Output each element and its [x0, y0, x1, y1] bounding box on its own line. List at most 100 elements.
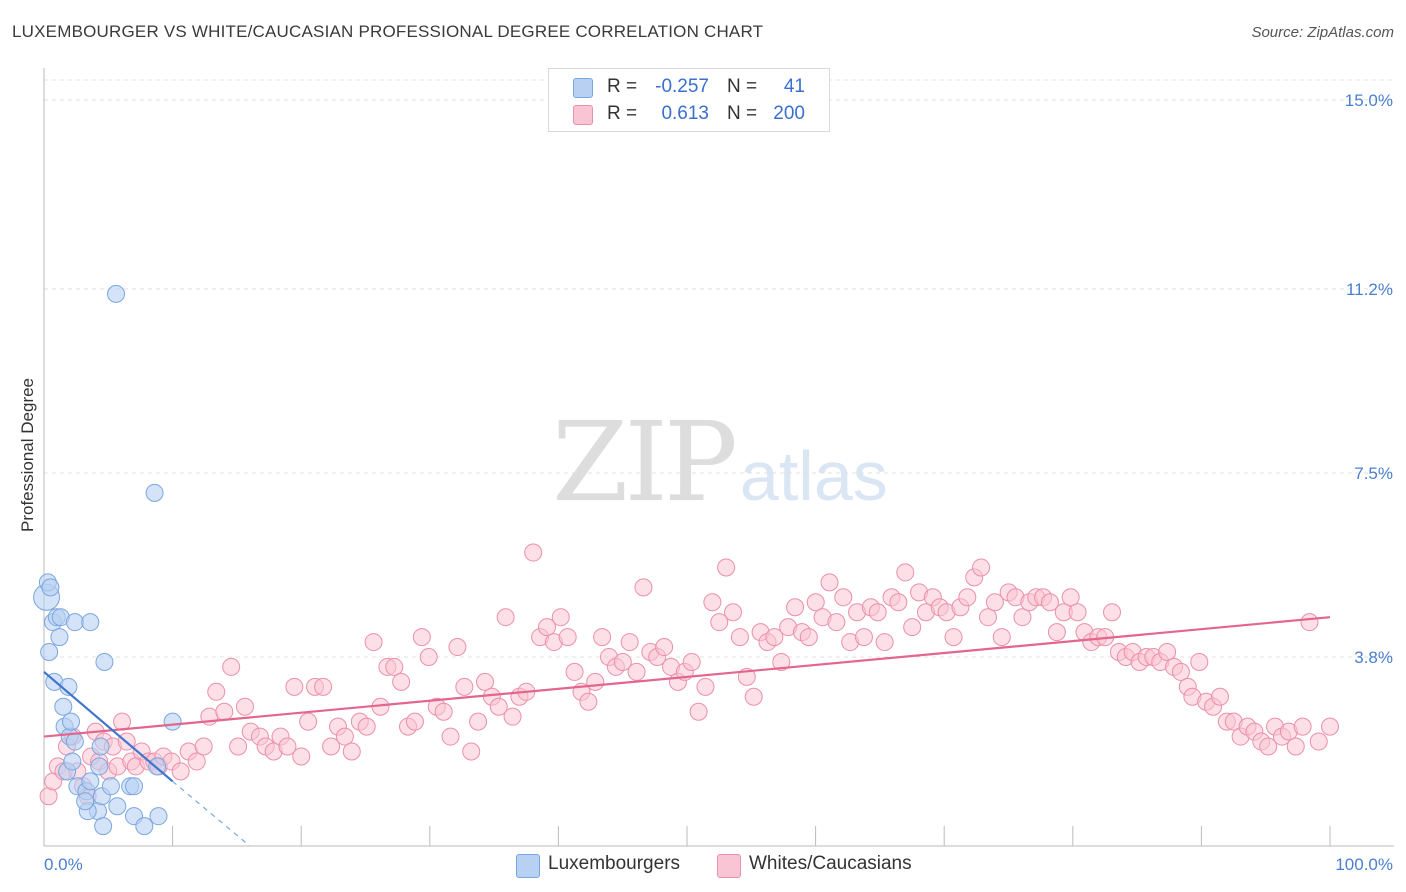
data-point-white [299, 712, 318, 731]
data-point-white [1210, 687, 1229, 706]
data-point-white [772, 652, 791, 671]
data-point-white [1158, 643, 1177, 662]
data-point-luxembourger [108, 797, 127, 816]
data-point-white [207, 682, 226, 701]
series-whites-caucasians [39, 543, 1339, 806]
bottom-legend-swatch-blue [516, 854, 540, 878]
data-point-white [1103, 603, 1122, 622]
y-tick-label: 11.2% [1346, 280, 1393, 299]
data-point-white [235, 697, 254, 716]
legend-swatch-blue [573, 78, 593, 98]
data-point-white [194, 737, 213, 756]
x-tick-label: 0.0% [44, 855, 83, 874]
data-point-white [1171, 662, 1190, 681]
data-point-white [703, 593, 722, 612]
data-point-white [171, 762, 190, 781]
data-point-white [1309, 732, 1328, 751]
data-point-luxembourger [40, 643, 59, 662]
data-point-white [1293, 717, 1312, 736]
data-point-white [322, 737, 341, 756]
data-point-white [412, 628, 431, 647]
series-luxembourgers [33, 284, 182, 836]
data-point-white [1321, 717, 1339, 736]
data-point-white [820, 573, 839, 592]
data-point-white [335, 727, 354, 746]
data-point-white [620, 633, 639, 652]
legend-row-whites: R = 0.613 N = 200 [549, 101, 829, 127]
data-point-white [215, 702, 234, 721]
data-point-luxembourger [41, 578, 60, 597]
data-point-white [889, 593, 908, 612]
bottom-legend-label: Luxembourgers [548, 853, 681, 874]
data-point-white [944, 628, 963, 647]
data-point-white [868, 603, 887, 622]
data-point-white [1047, 623, 1066, 642]
data-point-white [342, 742, 361, 761]
watermark-zip: ZIP [552, 398, 738, 526]
data-point-white [229, 737, 248, 756]
data-point-white [558, 628, 577, 647]
data-point-white [710, 613, 729, 632]
data-point-luxembourger [81, 772, 100, 791]
data-point-white [1286, 737, 1305, 756]
legend-swatch-pink [573, 105, 593, 125]
data-point-white [278, 737, 297, 756]
data-point-white [724, 603, 743, 622]
data-point-white [875, 633, 894, 652]
y-tick-label: 3.8% [1354, 648, 1393, 667]
bottom-legend-swatch-pink [717, 854, 741, 878]
data-point-white [1061, 588, 1080, 607]
data-point-white [448, 638, 467, 657]
data-point-white [978, 608, 997, 627]
data-point-white [392, 672, 411, 691]
data-point-white [682, 652, 701, 671]
data-point-white [806, 593, 825, 612]
data-point-white [586, 672, 605, 691]
data-point-luxembourger [65, 613, 84, 632]
correlation-legend: R = -0.257 N = 41 R = 0.613 N = 200 [548, 68, 830, 132]
watermark-atlas: atlas [739, 437, 888, 515]
data-point-white [593, 628, 612, 647]
data-point-white [222, 657, 241, 676]
data-point-white [744, 687, 763, 706]
data-point-white [187, 752, 206, 771]
data-point-white [292, 747, 311, 766]
trend-line-whites [43, 616, 1331, 738]
data-point-white [834, 588, 853, 607]
data-point-white [579, 692, 598, 711]
legend-row-luxembourgers: R = -0.257 N = 41 [549, 74, 829, 100]
data-point-white [1040, 593, 1059, 612]
data-point-luxembourger [90, 757, 109, 776]
data-point-white [524, 543, 543, 562]
data-point-white [434, 702, 453, 721]
y-tick-label: 7.5% [1354, 464, 1393, 483]
data-point-luxembourger [135, 817, 154, 836]
y-axis-label: Professional Degree [18, 378, 37, 532]
legend-n-value: 200 [773, 103, 805, 124]
data-point-white [1013, 608, 1032, 627]
data-point-white [827, 613, 846, 632]
data-point-white [496, 608, 515, 627]
x-tick-label: 100.0% [1335, 855, 1393, 874]
data-point-luxembourger [81, 613, 100, 632]
data-point-white [385, 657, 404, 676]
data-point-white [1259, 737, 1278, 756]
data-point-white [455, 677, 474, 696]
data-point-luxembourger [50, 628, 69, 647]
data-point-white [985, 593, 1004, 612]
data-point-white [1068, 603, 1087, 622]
data-point-white [441, 727, 460, 746]
data-point-white [655, 638, 674, 657]
data-point-luxembourger [145, 483, 164, 502]
tick-labels: 3.8% 7.5% 11.2% 15.0% 0.0% 100.0% [44, 91, 1393, 874]
data-point-luxembourger [62, 712, 81, 731]
data-point-white [634, 578, 653, 597]
data-point-white [503, 707, 522, 726]
trend-line-luxembourgers-extrapolated [172, 780, 251, 847]
data-point-white [613, 652, 632, 671]
data-point-white [958, 588, 977, 607]
chart-title: LUXEMBOURGER VS WHITE/CAUCASIAN PROFESSI… [12, 22, 764, 41]
data-point-luxembourger [149, 807, 168, 826]
data-point-white [469, 712, 488, 731]
